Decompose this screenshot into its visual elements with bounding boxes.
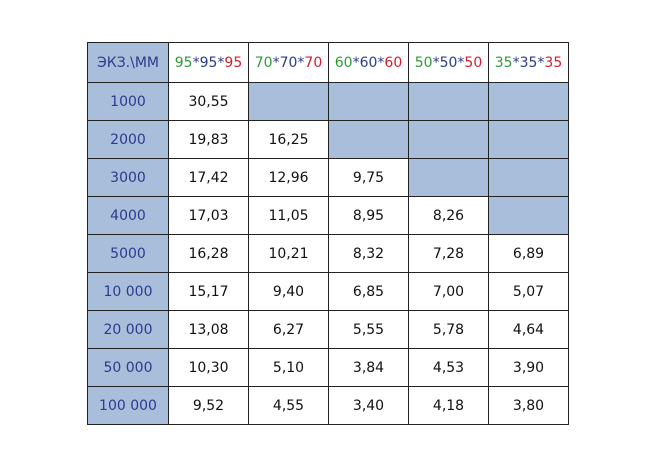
header-part: * <box>352 54 360 71</box>
value-cell: 5,55 <box>328 310 409 349</box>
header-part: 70 <box>279 54 298 71</box>
value-cell: 7,00 <box>408 272 489 311</box>
value-cell: 17,42 <box>168 158 249 197</box>
empty-cell <box>248 82 329 121</box>
header-part: * <box>272 54 280 71</box>
value-cell: 3,84 <box>328 348 409 387</box>
value-cell: 10,30 <box>168 348 249 387</box>
empty-cell <box>328 120 409 159</box>
value-cell: 4,64 <box>488 310 569 349</box>
row-label: 50 000 <box>87 348 169 387</box>
header-part: 35 <box>544 54 563 71</box>
header-part: 35 <box>519 54 538 71</box>
header-part: * <box>432 54 440 71</box>
value-cell: 3,80 <box>488 386 569 425</box>
header-part: * <box>192 54 200 71</box>
value-cell: 6,27 <box>248 310 329 349</box>
empty-cell <box>488 82 569 121</box>
row-label: 5000 <box>87 234 169 273</box>
value-cell: 4,18 <box>408 386 489 425</box>
data-row: 20 000 13,08 6,27 5,55 5,78 4,64 <box>87 310 569 349</box>
header-part: 50 <box>464 54 483 71</box>
value-cell: 11,05 <box>248 196 329 235</box>
header-part: 60 <box>359 54 378 71</box>
header-part: * <box>217 54 225 71</box>
row-label: 10 000 <box>87 272 169 311</box>
data-row: 4000 17,03 11,05 8,95 8,26 <box>87 196 569 235</box>
empty-cell <box>488 158 569 197</box>
data-row: 10 000 15,17 9,40 6,85 7,00 5,07 <box>87 272 569 311</box>
header-part: 95 <box>199 54 218 71</box>
empty-cell <box>408 120 489 159</box>
header-part: * <box>377 54 385 71</box>
value-cell: 6,85 <box>328 272 409 311</box>
header-part: 70 <box>254 54 273 71</box>
value-cell: 8,95 <box>328 196 409 235</box>
header-part: * <box>297 54 305 71</box>
data-row: 3000 17,42 12,96 9,75 <box>87 158 569 197</box>
value-cell: 8,26 <box>408 196 489 235</box>
data-row: 2000 19,83 16,25 <box>87 120 569 159</box>
header-part: 50 <box>439 54 458 71</box>
data-row: 5000 16,28 10,21 8,32 7,28 6,89 <box>87 234 569 273</box>
empty-cell <box>328 82 409 121</box>
row-label: 100 000 <box>87 386 169 425</box>
row-label: 3000 <box>87 158 169 197</box>
value-cell: 3,90 <box>488 348 569 387</box>
data-row: 50 000 10,30 5,10 3,84 4,53 3,90 <box>87 348 569 387</box>
value-cell: 5,07 <box>488 272 569 311</box>
header-part: 50 <box>414 54 433 71</box>
header-part: * <box>512 54 520 71</box>
value-cell: 15,17 <box>168 272 249 311</box>
row-label: 1000 <box>87 82 169 121</box>
value-cell: 4,55 <box>248 386 329 425</box>
price-table: ЭКЗ.\ММ 95*95*95 70*70*70 60*60*60 50*50*50 3… <box>87 42 569 425</box>
value-cell: 10,21 <box>248 234 329 273</box>
header-part: * <box>537 54 545 71</box>
table-wrap: ЭКЗ.\ММ 95*95*95 70*70*70 60*60*60 50*50*50 3… <box>87 42 569 425</box>
value-cell: 9,75 <box>328 158 409 197</box>
value-cell: 4,53 <box>408 348 489 387</box>
header-part: * <box>457 54 465 71</box>
header-row: ЭКЗ.\ММ 95*95*95 70*70*70 60*60*60 50*50*50 3… <box>87 42 569 83</box>
value-cell: 16,28 <box>168 234 249 273</box>
value-cell: 9,40 <box>248 272 329 311</box>
value-cell: 8,32 <box>328 234 409 273</box>
header-part: 60 <box>334 54 353 71</box>
value-cell: 13,08 <box>168 310 249 349</box>
corner-cell: ЭКЗ.\ММ <box>87 42 169 83</box>
data-row: 1000 30,55 <box>87 82 569 121</box>
header-part: 95 <box>174 54 193 71</box>
value-cell: 16,25 <box>248 120 329 159</box>
value-cell: 30,55 <box>168 82 249 121</box>
value-cell: 12,96 <box>248 158 329 197</box>
header-part: 95 <box>224 54 243 71</box>
row-label: 20 000 <box>87 310 169 349</box>
value-cell: 19,83 <box>168 120 249 159</box>
empty-cell <box>488 196 569 235</box>
header-part: 60 <box>384 54 403 71</box>
value-cell: 9,52 <box>168 386 249 425</box>
row-label: 2000 <box>87 120 169 159</box>
value-cell: 5,10 <box>248 348 329 387</box>
column-header: 35*35*35 <box>488 42 569 83</box>
data-row: 100 000 9,52 4,55 3,40 4,18 3,80 <box>87 386 569 425</box>
value-cell: 7,28 <box>408 234 489 273</box>
value-cell: 3,40 <box>328 386 409 425</box>
column-header: 95*95*95 <box>168 42 249 83</box>
column-header: 60*60*60 <box>328 42 409 83</box>
empty-cell <box>488 120 569 159</box>
value-cell: 17,03 <box>168 196 249 235</box>
value-cell: 6,89 <box>488 234 569 273</box>
column-header: 50*50*50 <box>408 42 489 83</box>
empty-cell <box>408 158 489 197</box>
header-part: 70 <box>304 54 323 71</box>
column-header: 70*70*70 <box>248 42 329 83</box>
empty-cell <box>408 82 489 121</box>
header-part: 35 <box>494 54 513 71</box>
value-cell: 5,78 <box>408 310 489 349</box>
row-label: 4000 <box>87 196 169 235</box>
